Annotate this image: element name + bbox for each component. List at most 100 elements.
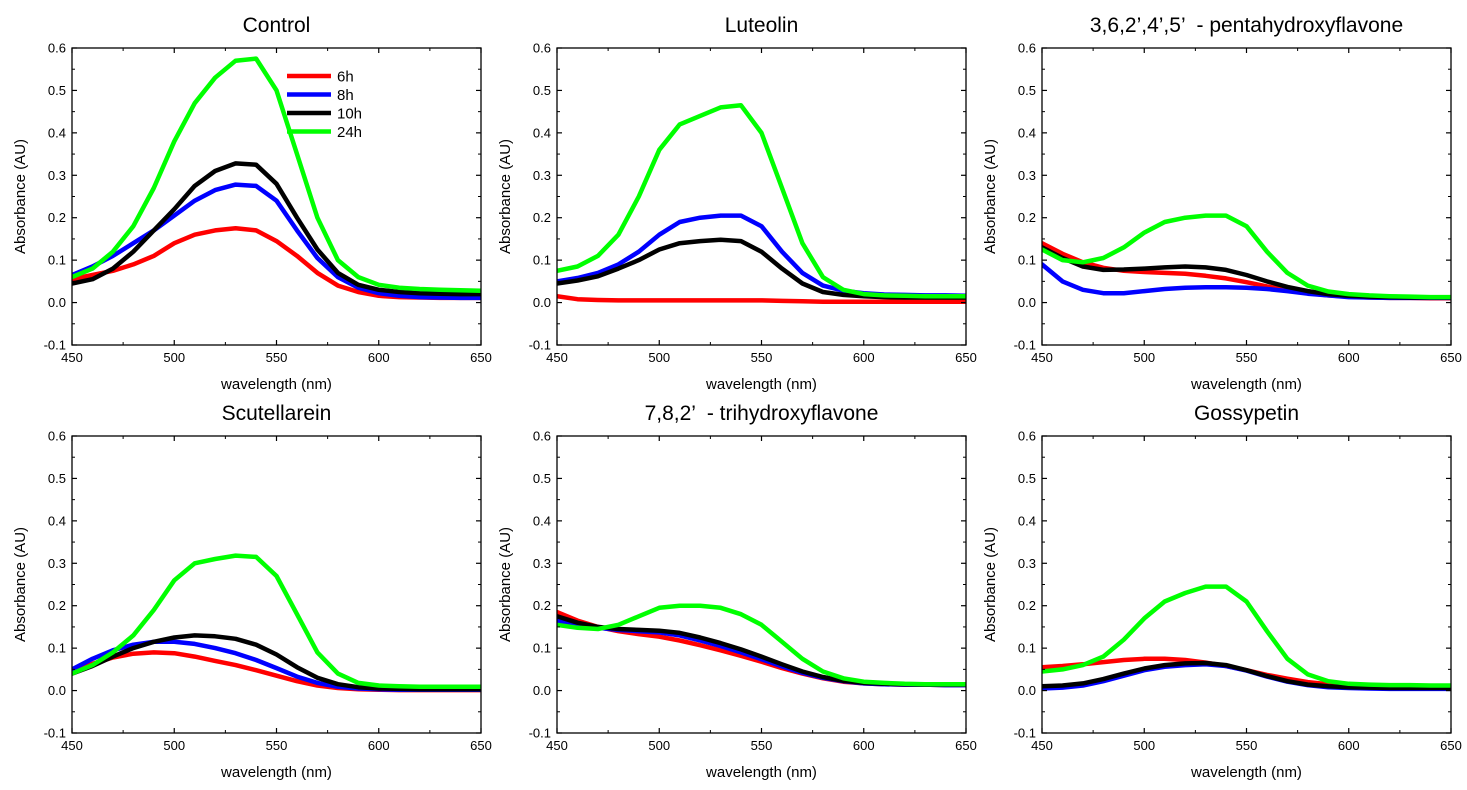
x-tick-label: 450 <box>546 738 568 753</box>
series-line-10h <box>557 237 966 300</box>
y-tick-label: -0.1 <box>44 726 66 741</box>
chart-panel-3: -0.1 0.0 0.1 0.2 0.3 0.4 0.5 0.6 450 500 550 600 650… <box>982 14 1462 393</box>
y-tick-label: 0.3 <box>533 556 551 571</box>
series-line-6h <box>557 293 966 304</box>
x-tick-label: 600 <box>1338 350 1360 365</box>
chart-panel-4: -0.1 0.0 0.1 0.2 0.3 0.4 0.5 0.6 450 500 550 600 650… <box>12 402 492 781</box>
series-line-24h <box>1042 584 1451 688</box>
x-tick-label: 500 <box>163 738 185 753</box>
y-tick-label: 0.5 <box>533 471 551 486</box>
x-tick-label: 550 <box>266 350 288 365</box>
y-tick-label: 0.6 <box>1018 41 1036 56</box>
y-axis-label: Absorbance (AU) <box>12 139 29 254</box>
x-axis-label: wavelength (nm) <box>220 376 332 393</box>
x-tick-label: 500 <box>648 350 670 365</box>
series-group <box>1042 584 1451 692</box>
panel-title: 3,6,2’,4’,5’ - pentahydroxyflavone <box>1090 14 1403 37</box>
x-tick-label: 450 <box>546 350 568 365</box>
y-tick-label: 0.0 <box>48 295 66 310</box>
y-tick-label: 0.2 <box>1018 210 1036 225</box>
y-tick-label: 0.6 <box>1018 429 1036 444</box>
y-tick-label: 0.1 <box>48 253 66 268</box>
y-tick-label: 0.1 <box>533 253 551 268</box>
x-tick-label: 450 <box>1031 738 1053 753</box>
x-tick-label: 650 <box>955 350 977 365</box>
x-tick-label: 650 <box>955 738 977 753</box>
x-tick-label: 650 <box>470 738 492 753</box>
y-tick-label: 0.4 <box>48 513 66 528</box>
y-tick-label: 0.4 <box>533 125 551 140</box>
y-tick-label: 0.6 <box>533 41 551 56</box>
y-tick-label: 0.1 <box>48 641 66 656</box>
y-tick-label: 0.3 <box>533 168 551 183</box>
y-tick-label: 0.5 <box>533 83 551 98</box>
y-tick-label: -0.1 <box>44 338 66 353</box>
series-line-24h <box>557 603 966 687</box>
y-tick-label: 0.3 <box>1018 556 1036 571</box>
y-axis-label: Absorbance (AU) <box>497 527 514 642</box>
series-line-8h <box>72 182 481 301</box>
y-tick-label: -0.1 <box>529 726 551 741</box>
y-tick-label: 0.4 <box>533 513 551 528</box>
y-tick-label: 0.3 <box>48 556 66 571</box>
x-tick-label: 550 <box>1236 350 1258 365</box>
x-tick-label: 450 <box>61 350 83 365</box>
x-tick-label: 600 <box>853 350 875 365</box>
series-line-10h <box>1042 245 1451 300</box>
y-tick-label: 0.2 <box>533 598 551 613</box>
series-group <box>557 603 966 688</box>
series-line-10h <box>1042 660 1451 691</box>
x-tick-label: 550 <box>266 738 288 753</box>
x-tick-label: 650 <box>470 350 492 365</box>
y-tick-label: 0.1 <box>1018 641 1036 656</box>
y-axis-label: Absorbance (AU) <box>982 527 999 642</box>
y-tick-label: 0.5 <box>48 83 66 98</box>
x-axis-label: wavelength (nm) <box>1190 376 1302 393</box>
x-tick-label: 550 <box>751 350 773 365</box>
panel-title: 7,8,2’ - trihydroxyflavone <box>645 402 879 425</box>
y-tick-label: 0.4 <box>1018 513 1036 528</box>
x-tick-label: 450 <box>61 738 83 753</box>
x-tick-label: 500 <box>1133 350 1155 365</box>
x-tick-label: 650 <box>1440 350 1462 365</box>
y-tick-label: 0.0 <box>1018 295 1036 310</box>
y-axis-label: Absorbance (AU) <box>497 139 514 254</box>
y-tick-label: 0.0 <box>48 683 66 698</box>
x-tick-label: 550 <box>751 738 773 753</box>
y-tick-label: 0.4 <box>1018 125 1036 140</box>
plot-frame <box>556 435 967 734</box>
chart-panel-5: -0.1 0.0 0.1 0.2 0.3 0.4 0.5 0.6 450 500 550 600 650… <box>497 402 977 781</box>
panel-title: Scutellarein <box>222 402 332 425</box>
legend-label-24h: 24h <box>337 124 362 141</box>
y-tick-label: 0.5 <box>48 471 66 486</box>
y-tick-label: 0.6 <box>48 429 66 444</box>
x-axis-label: wavelength (nm) <box>705 376 817 393</box>
x-tick-label: 600 <box>368 738 390 753</box>
x-tick-label: 650 <box>1440 738 1462 753</box>
plot-frame <box>1041 47 1452 346</box>
x-axis-label: wavelength (nm) <box>1190 764 1302 781</box>
y-tick-label: 0.5 <box>1018 471 1036 486</box>
y-tick-label: 0.2 <box>48 210 66 225</box>
series-line-6h <box>72 650 481 693</box>
series-line-24h <box>72 56 481 293</box>
panel-title: Control <box>243 14 311 37</box>
y-tick-label: 0.0 <box>1018 683 1036 698</box>
y-tick-label: 0.1 <box>1018 253 1036 268</box>
y-tick-label: -0.1 <box>529 338 551 353</box>
y-tick-label: 0.2 <box>533 210 551 225</box>
panel-title: Gossypetin <box>1194 402 1299 425</box>
chart-panel-2: -0.1 0.0 0.1 0.2 0.3 0.4 0.5 0.6 450 500 550 600 650… <box>497 14 977 393</box>
x-tick-label: 600 <box>1338 738 1360 753</box>
legend-label-10h: 10h <box>337 106 362 123</box>
x-tick-label: 500 <box>163 350 185 365</box>
y-tick-label: 0.4 <box>48 125 66 140</box>
y-tick-label: -0.1 <box>1014 338 1036 353</box>
y-tick-label: 0.3 <box>1018 168 1036 183</box>
x-axis-label: wavelength (nm) <box>220 764 332 781</box>
series-line-10h <box>72 161 481 297</box>
y-tick-label: -0.1 <box>1014 726 1036 741</box>
series-group <box>72 56 481 301</box>
